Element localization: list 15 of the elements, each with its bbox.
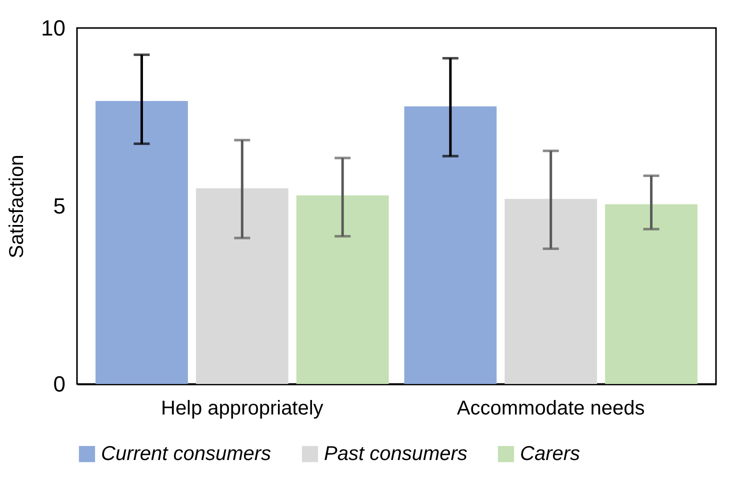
bar	[504, 198, 598, 384]
bar	[404, 106, 497, 384]
y-tick-label: 10	[41, 16, 66, 40]
bar	[196, 188, 288, 384]
x-tick-label: Accommodate needs	[456, 398, 645, 420]
y-axis-title: Satisfaction	[6, 154, 28, 258]
legend-label: Past consumers	[324, 443, 468, 465]
y-tick-label: 5	[53, 194, 66, 218]
legend-label: Current consumers	[101, 443, 272, 465]
x-tick-label: Help appropriately	[160, 398, 324, 420]
bar	[96, 100, 188, 384]
bar	[605, 204, 698, 384]
y-tick-label: 0	[53, 372, 66, 396]
bar	[296, 195, 389, 384]
legend-label: Carers	[520, 443, 580, 465]
